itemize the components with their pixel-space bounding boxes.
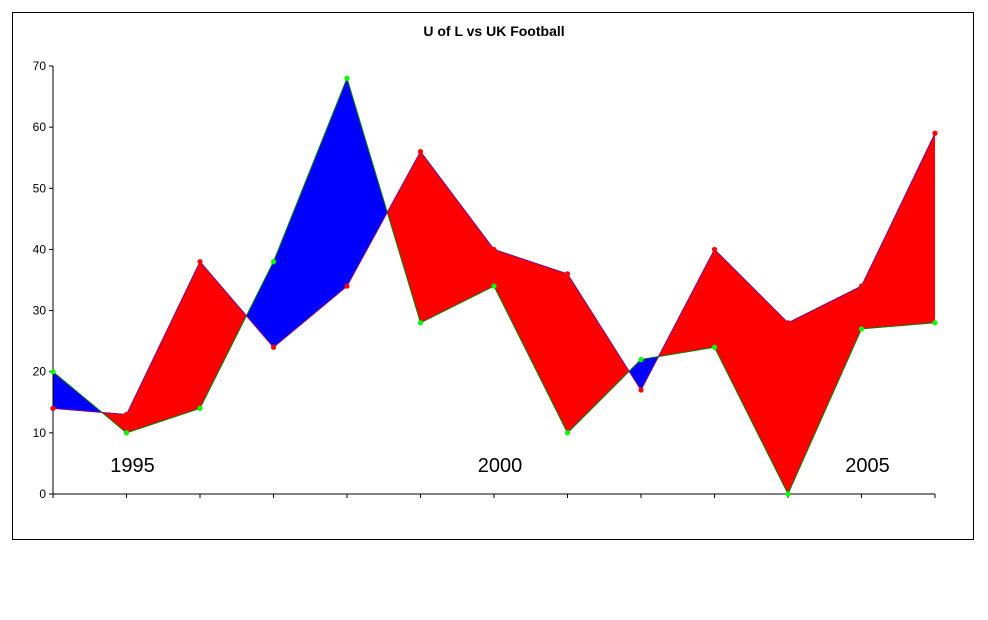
data-point	[197, 259, 203, 265]
data-point	[564, 430, 571, 436]
blue-fill-region	[246, 261, 274, 348]
point-layer	[50, 75, 938, 497]
y-tick-label: 40	[33, 242, 47, 256]
data-point	[197, 405, 203, 411]
data-point	[50, 405, 56, 411]
year-label: 2000	[478, 455, 523, 477]
data-point	[858, 283, 865, 289]
y-tick-label: 20	[33, 365, 47, 379]
red-fill-region	[714, 249, 788, 494]
year-label: 1995	[110, 455, 155, 477]
y-tick-label: 10	[33, 426, 47, 440]
fill-layer	[53, 78, 935, 494]
blue-fill-region	[273, 78, 347, 348]
red-fill-region	[788, 286, 862, 494]
data-point	[491, 283, 497, 289]
data-point	[638, 356, 644, 363]
data-point	[638, 387, 644, 393]
data-point	[711, 246, 718, 253]
data-point	[417, 320, 424, 326]
chart-title: U of L vs UK Football	[423, 23, 564, 39]
data-point	[785, 320, 791, 326]
red-fill-region	[200, 261, 247, 409]
data-point	[344, 283, 350, 289]
red-fill-region	[387, 151, 421, 323]
red-fill-region	[126, 261, 200, 433]
data-point	[564, 271, 571, 277]
red-fill-region	[861, 133, 935, 329]
data-point	[270, 344, 277, 350]
year-label: 2005	[845, 455, 890, 477]
data-point	[417, 149, 424, 155]
data-point	[932, 130, 938, 136]
data-point	[491, 246, 497, 253]
red-fill-region	[494, 249, 568, 433]
y-tick-label: 60	[33, 120, 47, 134]
data-point	[344, 75, 350, 81]
blue-fill-region	[629, 359, 641, 391]
label-layer: 1995 2000 2005	[110, 455, 890, 477]
data-point	[711, 344, 718, 350]
y-tick-label: 30	[33, 304, 47, 318]
y-tick-label: 70	[33, 59, 47, 73]
data-point	[50, 369, 56, 375]
data-point	[858, 326, 865, 332]
blue-fill-region	[347, 78, 388, 287]
y-tick-label: 50	[33, 181, 47, 195]
data-point	[123, 430, 130, 436]
y-tick-label: 0	[39, 487, 46, 501]
data-point	[270, 259, 277, 265]
red-fill-region	[567, 273, 630, 433]
data-point	[785, 491, 791, 497]
red-fill-region	[420, 151, 494, 323]
data-point	[123, 411, 130, 418]
data-point	[932, 320, 938, 326]
